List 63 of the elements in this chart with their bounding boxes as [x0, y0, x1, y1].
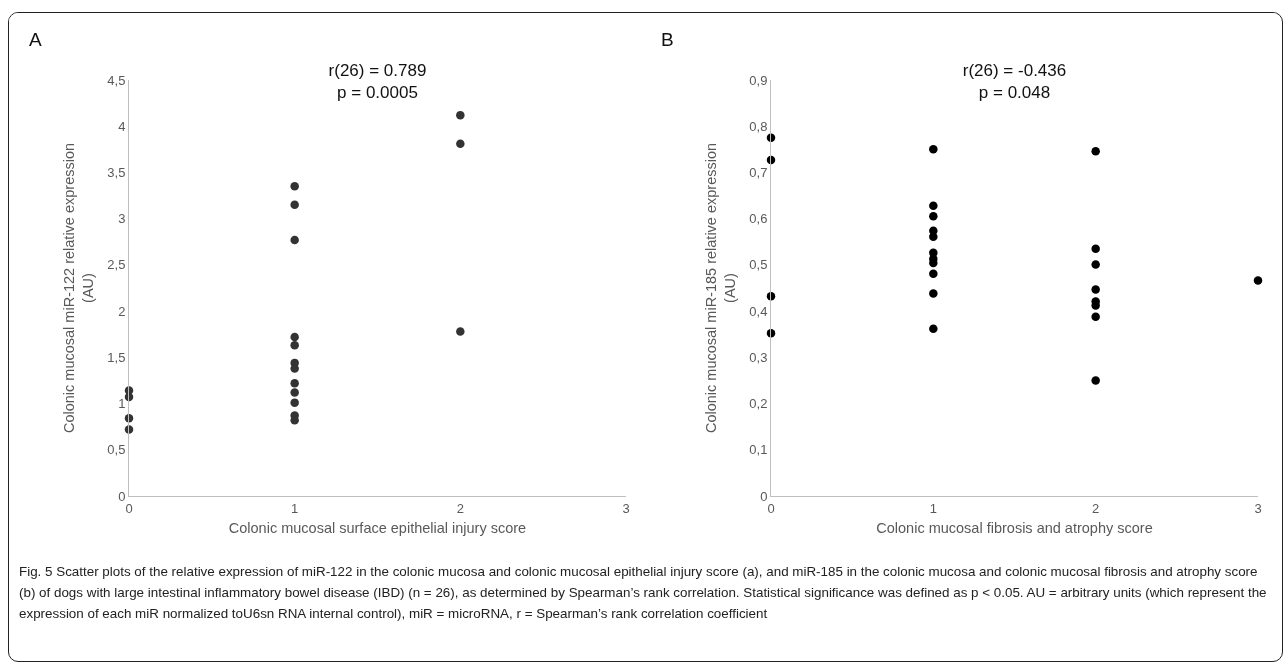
y-tick-label: 1,5 [107, 349, 126, 365]
caption: Fig. 5 Scatter plots of the relative expression of miR-122 in the colonic mucosa and colonic mucosal epithelial injury score (a), and miR-185 in the colonic mucosa and colonic mucosal fibrosis and atrophy score (b) of dogs with large intestinal inflammatory bowel disease (IBD) (n = 26), as determined by Spearman’s rank correlation. Statistical significance was defined as p < 0.05. AU = arbitrary units (which represent the expression of each miR normalized toU6sn RNA internal control), miR = microRNA, r = Spearman’s rank correlation coefficient [19, 563, 1268, 623]
point [929, 269, 938, 278]
point [929, 324, 938, 333]
point [1091, 312, 1100, 321]
y-tick-label: 0,2 [749, 396, 768, 412]
chart-title: r(26) = 0.789 [328, 61, 427, 80]
x-axis-title: Colonic mucosal surface epithelial injury score [228, 520, 527, 537]
point [1091, 244, 1100, 253]
x-tick-label: 1 [291, 500, 299, 516]
point [1091, 285, 1100, 294]
y-tick-label: 1 [118, 396, 126, 412]
point [456, 110, 465, 120]
y-tick-label: 4,5 [107, 72, 126, 88]
y-tick-label: 0,5 [107, 442, 126, 458]
y-tick-label: 0,1 [749, 442, 768, 458]
chart-subtitle: p = 0.048 [978, 83, 1051, 103]
y-tick-label: 0,4 [749, 303, 768, 319]
y-tick-label: 2,5 [107, 257, 126, 273]
y-tick-label: 3 [118, 211, 126, 227]
point [1091, 146, 1100, 156]
point [929, 289, 938, 298]
chart-subtitle: p = 0.0005 [337, 83, 418, 103]
y-tick-label: 0,7 [749, 164, 768, 180]
x-tick-label: 3 [1254, 500, 1262, 516]
point [290, 332, 299, 342]
point [929, 232, 938, 241]
point [290, 341, 299, 350]
y-tick-label: 0 [118, 488, 126, 504]
y-tick-label: 0,3 [749, 349, 768, 365]
point [456, 327, 465, 336]
point [456, 139, 465, 149]
point [290, 388, 299, 397]
text: A [29, 29, 42, 50]
point [1253, 276, 1263, 285]
point [929, 201, 938, 210]
y-axis-title: Colonic mucosal miR-122 relative expression (AU) [60, 142, 96, 434]
y-tick-label: 0,9 [749, 72, 768, 88]
y-tick-label: 4 [118, 118, 126, 134]
x-tick-label: 1 [929, 500, 937, 516]
point [929, 145, 938, 154]
y-axis-title: Colonic mucosal miR-185 relative expression (AU) [702, 142, 738, 434]
point [290, 398, 299, 407]
y-tick-label: 0 [760, 488, 768, 504]
y-tick-label: 0,5 [749, 257, 768, 273]
point [290, 182, 299, 191]
x-axis-title: Colonic mucosal fibrosis and atrophy score [876, 520, 1153, 537]
point [290, 364, 299, 373]
point [1091, 376, 1100, 385]
y-tick-label: 3,5 [107, 164, 126, 180]
y-tick-label: 0,8 [749, 118, 768, 134]
x-tick-label: 2 [456, 500, 464, 516]
text: B [661, 29, 674, 50]
point [290, 235, 299, 245]
point [1091, 260, 1100, 269]
x-tick-label: 3 [622, 500, 630, 516]
point [290, 200, 299, 210]
point [929, 212, 938, 221]
chart-title: r(26) = -0.436 [962, 61, 1067, 80]
x-tick-label: 2 [1092, 500, 1100, 516]
y-tick-label: 2 [118, 303, 126, 319]
point [290, 378, 299, 388]
y-tick-label: 0,6 [749, 211, 768, 227]
